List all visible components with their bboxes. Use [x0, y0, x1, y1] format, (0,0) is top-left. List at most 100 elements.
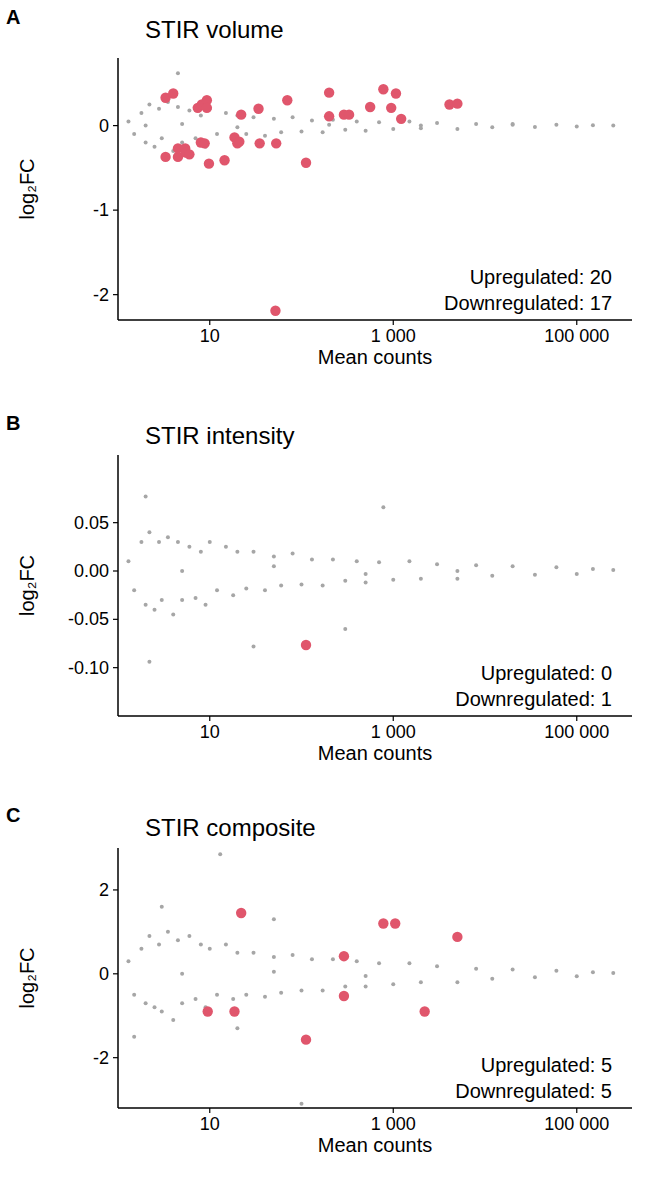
highlighted-point	[339, 951, 349, 961]
y-tick-label: 0	[99, 116, 109, 136]
annotation: Downregulated: 17	[444, 292, 612, 314]
point	[244, 586, 248, 590]
y-tick	[113, 889, 118, 890]
point	[591, 970, 595, 974]
points	[126, 495, 615, 664]
figure: ASTIR volume101 000100 000-2-10Mean coun…	[0, 0, 646, 1188]
point	[575, 974, 579, 978]
highlighted-point	[324, 111, 334, 121]
point	[160, 1010, 164, 1014]
x-tick	[209, 1108, 210, 1113]
point	[407, 119, 411, 123]
point	[321, 989, 325, 993]
point	[391, 982, 395, 986]
highlighted-point	[324, 87, 334, 97]
point	[455, 127, 459, 131]
y-tick	[113, 1057, 118, 1058]
point	[279, 584, 283, 588]
point	[199, 942, 203, 946]
point	[272, 564, 276, 568]
highlighted-point	[344, 109, 354, 119]
highlighted-point	[203, 1006, 213, 1016]
title: STIR intensity	[145, 422, 294, 449]
y-tick-label: 0.05	[74, 513, 109, 533]
highlighted-point	[390, 918, 400, 928]
point	[176, 71, 180, 75]
x-tick-label: 100 000	[544, 722, 609, 742]
point	[291, 552, 295, 556]
point	[180, 122, 184, 126]
point	[180, 598, 184, 602]
point	[263, 995, 267, 999]
point	[291, 115, 295, 119]
point	[474, 122, 478, 126]
point	[132, 993, 136, 997]
y-label: log₂FC	[16, 947, 38, 1008]
y-axis	[117, 848, 119, 1108]
point	[199, 113, 203, 117]
point	[235, 550, 239, 554]
point	[208, 540, 212, 544]
point	[166, 535, 170, 539]
point	[490, 977, 494, 981]
points	[126, 852, 615, 1106]
point	[533, 573, 537, 577]
highlighted-point	[396, 114, 406, 124]
y-tick-label: 2	[99, 880, 109, 900]
point	[455, 577, 459, 581]
point	[139, 540, 143, 544]
highlighted-point	[202, 103, 212, 113]
point	[231, 593, 235, 597]
point	[364, 984, 368, 988]
point	[321, 584, 325, 588]
y-axis	[117, 58, 119, 320]
annotation: Upregulated: 20	[470, 266, 612, 288]
highlighted-point	[234, 136, 244, 146]
point	[147, 530, 151, 534]
y-tick-label: -1	[93, 200, 109, 220]
point	[300, 1102, 304, 1106]
x-label: Mean counts	[318, 742, 433, 764]
point	[575, 124, 579, 128]
point	[364, 572, 368, 576]
point	[144, 124, 148, 128]
highlighted-point	[199, 138, 209, 148]
point	[364, 974, 368, 978]
point	[139, 947, 143, 951]
point	[455, 980, 459, 984]
point	[204, 603, 208, 607]
highlighted-point	[301, 158, 311, 168]
point	[180, 972, 184, 976]
point	[407, 559, 411, 563]
point	[132, 588, 136, 592]
point	[153, 1005, 157, 1009]
point	[490, 125, 494, 129]
y-label: log₂FC	[16, 555, 38, 616]
x-tick	[576, 1108, 577, 1113]
point	[554, 123, 558, 127]
point	[279, 991, 283, 995]
point	[244, 993, 248, 997]
panel-label: C	[6, 804, 20, 826]
highlighted-point	[270, 306, 280, 316]
point	[377, 961, 381, 965]
point	[272, 955, 276, 959]
highlighted-point	[160, 152, 170, 162]
highlighted-point	[301, 640, 311, 650]
point	[300, 130, 304, 134]
y-axis	[117, 455, 119, 716]
x-tick	[209, 716, 210, 721]
x-axis	[118, 1107, 632, 1109]
x-axis	[118, 715, 632, 717]
y-tick-label: -0.10	[68, 658, 109, 678]
annotation: Downregulated: 5	[455, 1080, 612, 1102]
highlighted-point	[419, 1006, 429, 1016]
point	[310, 119, 314, 123]
point	[279, 130, 283, 134]
point	[235, 1026, 239, 1030]
annotation: Downregulated: 1	[455, 688, 612, 710]
y-tick	[113, 619, 118, 620]
point	[419, 980, 423, 984]
point	[511, 968, 515, 972]
point	[611, 124, 615, 128]
